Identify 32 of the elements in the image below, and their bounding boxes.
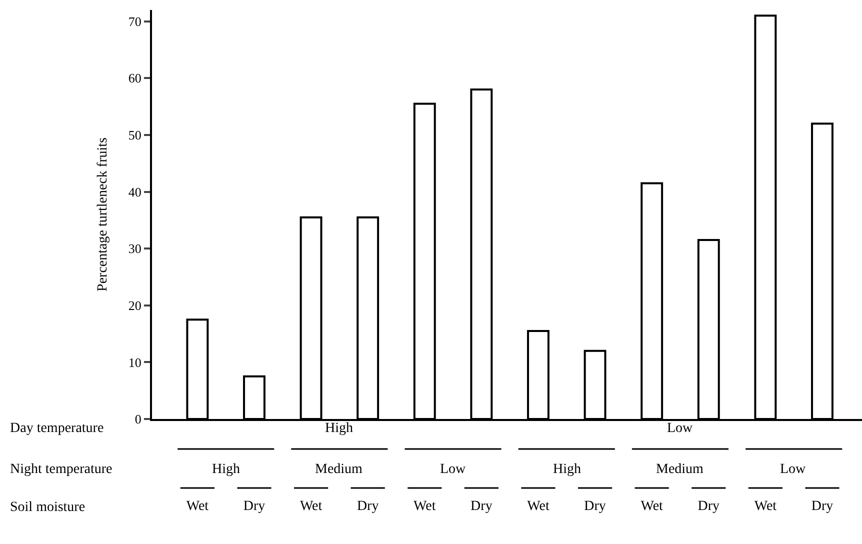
y-tick-label: 30 [128,241,142,256]
x-tick-label: Wet [300,498,322,514]
y-tick-label: 10 [128,354,142,370]
x-tick-label: Dry [584,498,606,514]
text: Day temperature [10,421,104,436]
text: High [325,421,353,436]
text: High [553,462,581,477]
y-tick-label: 50 [128,128,142,143]
x-tick-label: Dry [356,498,379,514]
y-tick-label: 20 [128,298,142,313]
y-tick-label: 40 [128,184,142,200]
x-tick-label: Dry [811,498,834,514]
x-tick-label: Wet [754,498,777,514]
text: Medium [315,462,363,477]
y-tick-label: 70 [128,14,142,29]
x-tick-label: Dry [243,498,266,514]
x-tick-label: Wet [414,498,436,514]
text: Low [440,462,467,477]
text: Soil moisture [10,500,86,515]
text: Medium [656,462,704,477]
y-tick-label: 0 [134,412,142,427]
text: Low [780,462,807,477]
x-tick-label: Wet [527,498,550,514]
y-axis-title: Percentage turtleneck fruits [96,138,110,292]
y-tick-label: 60 [128,70,142,86]
x-tick-label: Wet [186,498,209,514]
x-tick-label: Wet [640,498,664,514]
x-tick-label: Dry [470,498,492,514]
text: Low [667,421,694,436]
text: High [212,462,240,477]
x-tick-label: Dry [698,498,720,514]
text: Night temperature [10,462,112,477]
